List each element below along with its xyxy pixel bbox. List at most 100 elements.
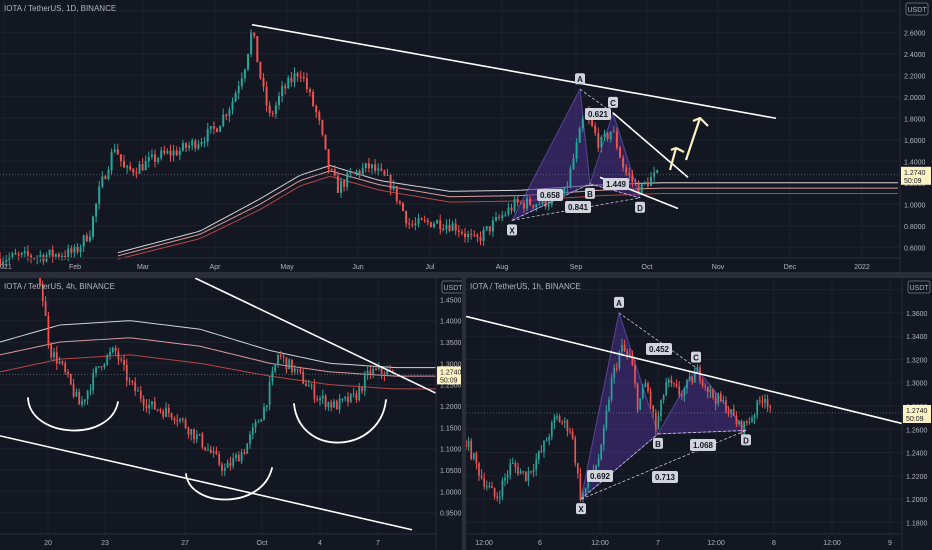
candle-up: [548, 436, 551, 441]
candle-down: [253, 32, 256, 37]
candle-up: [507, 207, 510, 215]
trend-line: [612, 112, 689, 178]
candle-up: [537, 451, 540, 460]
candle-down: [704, 385, 707, 387]
candle-up: [609, 131, 612, 139]
candle-down: [719, 393, 722, 401]
4h-chart-canvas[interactable]: USDT 1.4500 1.4000 1.3500 1.3000 1.2500 1.2000…: [0, 278, 462, 550]
candle-down: [129, 166, 132, 170]
candle-down: [411, 224, 414, 226]
pattern-point-label-b: B: [655, 440, 661, 449]
chart-pane-4h[interactable]: USDT 1.4500 1.4000 1.3500 1.3000 1.2500 1.2000…: [0, 278, 462, 550]
candle-up: [346, 173, 349, 187]
candle-up: [198, 434, 201, 436]
candle-up: [338, 398, 341, 410]
pane-divider-vertical[interactable]: [462, 278, 466, 550]
candle-down: [153, 401, 156, 410]
ratio-label: 0.658: [540, 191, 561, 200]
chart-pane-daily[interactable]: X A B C D 0.621 0.658 1.449 0.841 USDT 2.6000 2.400…: [0, 0, 932, 272]
ratio-label: 0.452: [649, 345, 670, 354]
candle-down: [279, 355, 282, 357]
price-tick-label: 1.1800: [906, 520, 928, 527]
ratio-box: [587, 470, 613, 482]
candle-down: [429, 222, 432, 228]
candle-down: [312, 91, 315, 106]
candle-down: [426, 220, 429, 223]
candle-down: [305, 78, 308, 90]
candle-up: [75, 391, 78, 397]
candle-up: [621, 345, 623, 353]
candle-down: [460, 232, 463, 234]
candle-up: [600, 444, 603, 459]
candle-down: [78, 391, 81, 405]
candle-down: [597, 133, 600, 148]
candle-up: [656, 170, 659, 173]
candle-up: [157, 158, 160, 162]
candle-down: [343, 181, 346, 187]
candle-up: [355, 170, 358, 173]
candle-down: [361, 387, 363, 391]
time-tick-label: Aug: [496, 264, 509, 271]
price-tag-value: 1.2740: [904, 170, 926, 177]
candle-down: [176, 420, 179, 422]
candle-up: [39, 255, 42, 257]
annotation-arc: [293, 399, 387, 444]
candle-down: [194, 140, 197, 149]
1h-chart-canvas[interactable]: X A B C D 0.452 0.692 0.713 1.068 USDT 1.3600 1.340…: [466, 278, 932, 550]
candle-up: [751, 417, 753, 423]
candle-up: [209, 126, 212, 129]
candle-down: [637, 182, 640, 194]
pane-divider-horizontal[interactable]: [0, 272, 932, 278]
candle-up: [386, 370, 389, 376]
ratio-line: [511, 197, 641, 221]
candle-up: [538, 203, 541, 205]
price-tag-value: 1.2740: [906, 408, 928, 415]
price-tick-label: 1.3200: [906, 357, 928, 364]
candle-up: [223, 467, 226, 471]
time-tick-label: 27: [181, 540, 189, 547]
price-tick-label: 0.9500: [440, 511, 462, 518]
candle-down: [47, 315, 50, 344]
candle-up: [467, 440, 470, 448]
ratio-box: [585, 108, 611, 120]
candle-up: [260, 419, 263, 422]
candle-up: [344, 396, 347, 399]
candle-down: [117, 351, 120, 360]
candle-up: [95, 203, 98, 217]
candle-down: [398, 201, 401, 204]
candle-down: [67, 371, 69, 375]
candle-up: [535, 459, 538, 470]
candle-up: [597, 458, 600, 466]
candle-down: [44, 301, 47, 316]
candle-down: [727, 412, 730, 414]
candle-down: [524, 471, 527, 481]
candle-down: [299, 76, 302, 78]
chart-pane-1h[interactable]: X A B C D 0.452 0.692 0.713 1.068 USDT 1.3600 1.340…: [466, 278, 932, 550]
candle-down: [766, 399, 769, 407]
candle-up: [445, 225, 448, 230]
price-tick-label: 2.2000: [904, 73, 926, 80]
candle-up: [274, 364, 277, 372]
candle-up: [358, 387, 361, 401]
candle-down: [491, 486, 493, 488]
daily-chart-canvas[interactable]: X A B C D 0.621 0.658 1.449 0.841 USDT 2.6000 2.400…: [0, 0, 932, 272]
ratio-box: [565, 201, 591, 213]
pattern-point-label-d: D: [637, 204, 643, 213]
trend-line: [0, 435, 413, 531]
candle-down: [735, 415, 738, 425]
candle-down: [769, 406, 772, 408]
candle-up: [364, 163, 367, 169]
candle-down: [395, 185, 398, 202]
price-tick-label: 1.3000: [440, 361, 462, 368]
candle-down: [479, 236, 482, 241]
ratio-line: [589, 183, 641, 199]
price-tick-label: 1.4000: [904, 159, 926, 166]
pattern-point-label-d: D: [743, 436, 749, 445]
candle-down: [483, 477, 486, 487]
candle-up: [147, 156, 150, 162]
candle-up: [61, 255, 63, 257]
candle-up: [179, 418, 181, 421]
pattern-point-label-c: C: [610, 99, 616, 108]
candle-down: [268, 105, 271, 114]
candle-up: [20, 252, 23, 255]
